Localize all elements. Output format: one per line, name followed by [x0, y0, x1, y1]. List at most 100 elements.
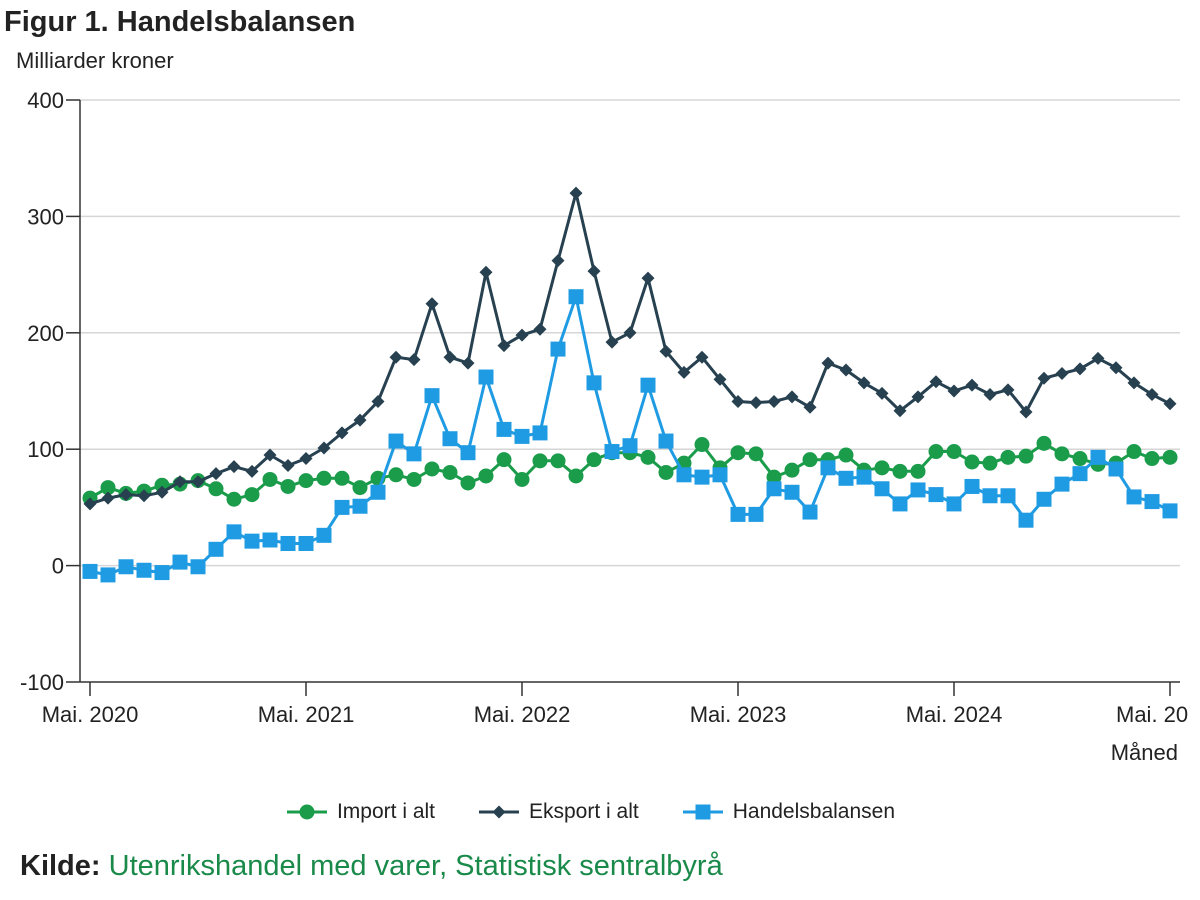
data-point	[676, 467, 692, 483]
data-point	[658, 433, 674, 449]
data-point	[227, 460, 241, 474]
data-point	[784, 462, 800, 478]
data-point	[226, 491, 242, 507]
data-point	[766, 481, 782, 497]
data-point	[550, 341, 566, 357]
data-point	[532, 453, 548, 469]
legend-swatch-marker	[695, 804, 711, 820]
data-point	[1000, 449, 1016, 465]
legend-label: Handelsbalansen	[732, 800, 896, 823]
axes: -100 0 100 200 300 400 Mai. 2020 Mai. 2021 Mai. …	[20, 88, 1188, 765]
data-point	[388, 467, 404, 483]
data-point	[965, 378, 979, 392]
data-point	[406, 446, 422, 462]
data-point	[479, 265, 493, 279]
data-point	[101, 491, 115, 505]
x-tick-label: Mai. 2024	[906, 702, 1003, 727]
data-point	[839, 363, 853, 377]
legend: Import i alt Eksport i alt Handelsbalansen	[0, 800, 1180, 824]
data-point	[514, 471, 530, 487]
data-point	[424, 388, 440, 404]
data-point	[497, 339, 511, 353]
data-point	[316, 527, 332, 543]
data-point	[857, 376, 871, 390]
data-point	[1163, 397, 1177, 411]
data-point	[874, 481, 890, 497]
data-point	[1145, 387, 1159, 401]
data-point	[533, 322, 547, 336]
data-point	[946, 444, 962, 460]
series-eksport-i-alt	[83, 186, 1177, 511]
data-point	[569, 186, 583, 200]
data-point	[568, 289, 584, 305]
chart-title: Figur 1. Handelsbalansen	[4, 6, 356, 38]
data-point	[352, 480, 368, 496]
data-point	[173, 475, 187, 489]
data-point	[766, 469, 782, 485]
data-point	[1109, 361, 1123, 375]
data-point	[695, 350, 709, 364]
data-point	[731, 394, 745, 408]
legend-item: Handelsbalansen	[681, 800, 895, 824]
data-point	[785, 390, 799, 404]
data-point	[640, 377, 656, 393]
data-point	[461, 356, 475, 370]
data-point	[964, 454, 980, 470]
x-tick-label: Mai. 2020	[42, 702, 139, 727]
y-tick-label: 200	[27, 321, 64, 346]
data-point	[838, 470, 854, 486]
data-point	[586, 452, 602, 468]
data-point	[389, 350, 403, 364]
data-point	[1072, 451, 1088, 467]
data-point	[875, 386, 889, 400]
data-point	[1090, 449, 1106, 465]
data-point	[137, 489, 151, 503]
data-point	[802, 452, 818, 468]
legend-label: Import i alt	[336, 800, 435, 823]
series-handelsbalansen	[82, 289, 1178, 583]
data-point	[208, 541, 224, 557]
data-point	[443, 350, 457, 364]
data-point	[1054, 446, 1070, 462]
legend-label: Eksport i alt	[529, 800, 639, 823]
data-point	[298, 473, 314, 489]
data-point	[1019, 405, 1033, 419]
data-point	[1127, 376, 1141, 390]
data-point	[748, 506, 764, 522]
data-point	[550, 453, 566, 469]
data-point	[82, 563, 98, 579]
data-point	[335, 426, 349, 440]
data-point	[118, 559, 134, 575]
legend-swatch	[682, 804, 723, 820]
data-point	[514, 428, 530, 444]
data-point	[460, 445, 476, 461]
data-point	[928, 444, 944, 460]
data-point	[964, 478, 980, 494]
data-point	[623, 326, 637, 340]
data-point	[658, 464, 674, 480]
data-point	[353, 413, 367, 427]
data-point	[911, 390, 925, 404]
data-point	[586, 375, 602, 391]
y-tick-label: 300	[27, 204, 64, 229]
data-point	[1126, 489, 1142, 505]
data-point	[820, 460, 836, 476]
data-point	[982, 488, 998, 504]
data-point	[892, 463, 908, 479]
data-point	[280, 535, 296, 551]
data-point	[1073, 362, 1087, 376]
data-point	[1018, 512, 1034, 528]
x-axis-title: Måned	[1111, 740, 1178, 765]
data-point	[496, 452, 512, 468]
data-point	[244, 487, 260, 503]
data-point	[946, 496, 962, 512]
data-point	[262, 532, 278, 548]
data-point	[910, 463, 926, 479]
data-point	[1126, 444, 1142, 460]
data-point	[532, 425, 548, 441]
data-point	[154, 565, 170, 581]
data-point	[1091, 351, 1105, 365]
data-point	[478, 369, 494, 385]
data-point	[1018, 448, 1034, 464]
data-point	[730, 445, 746, 461]
